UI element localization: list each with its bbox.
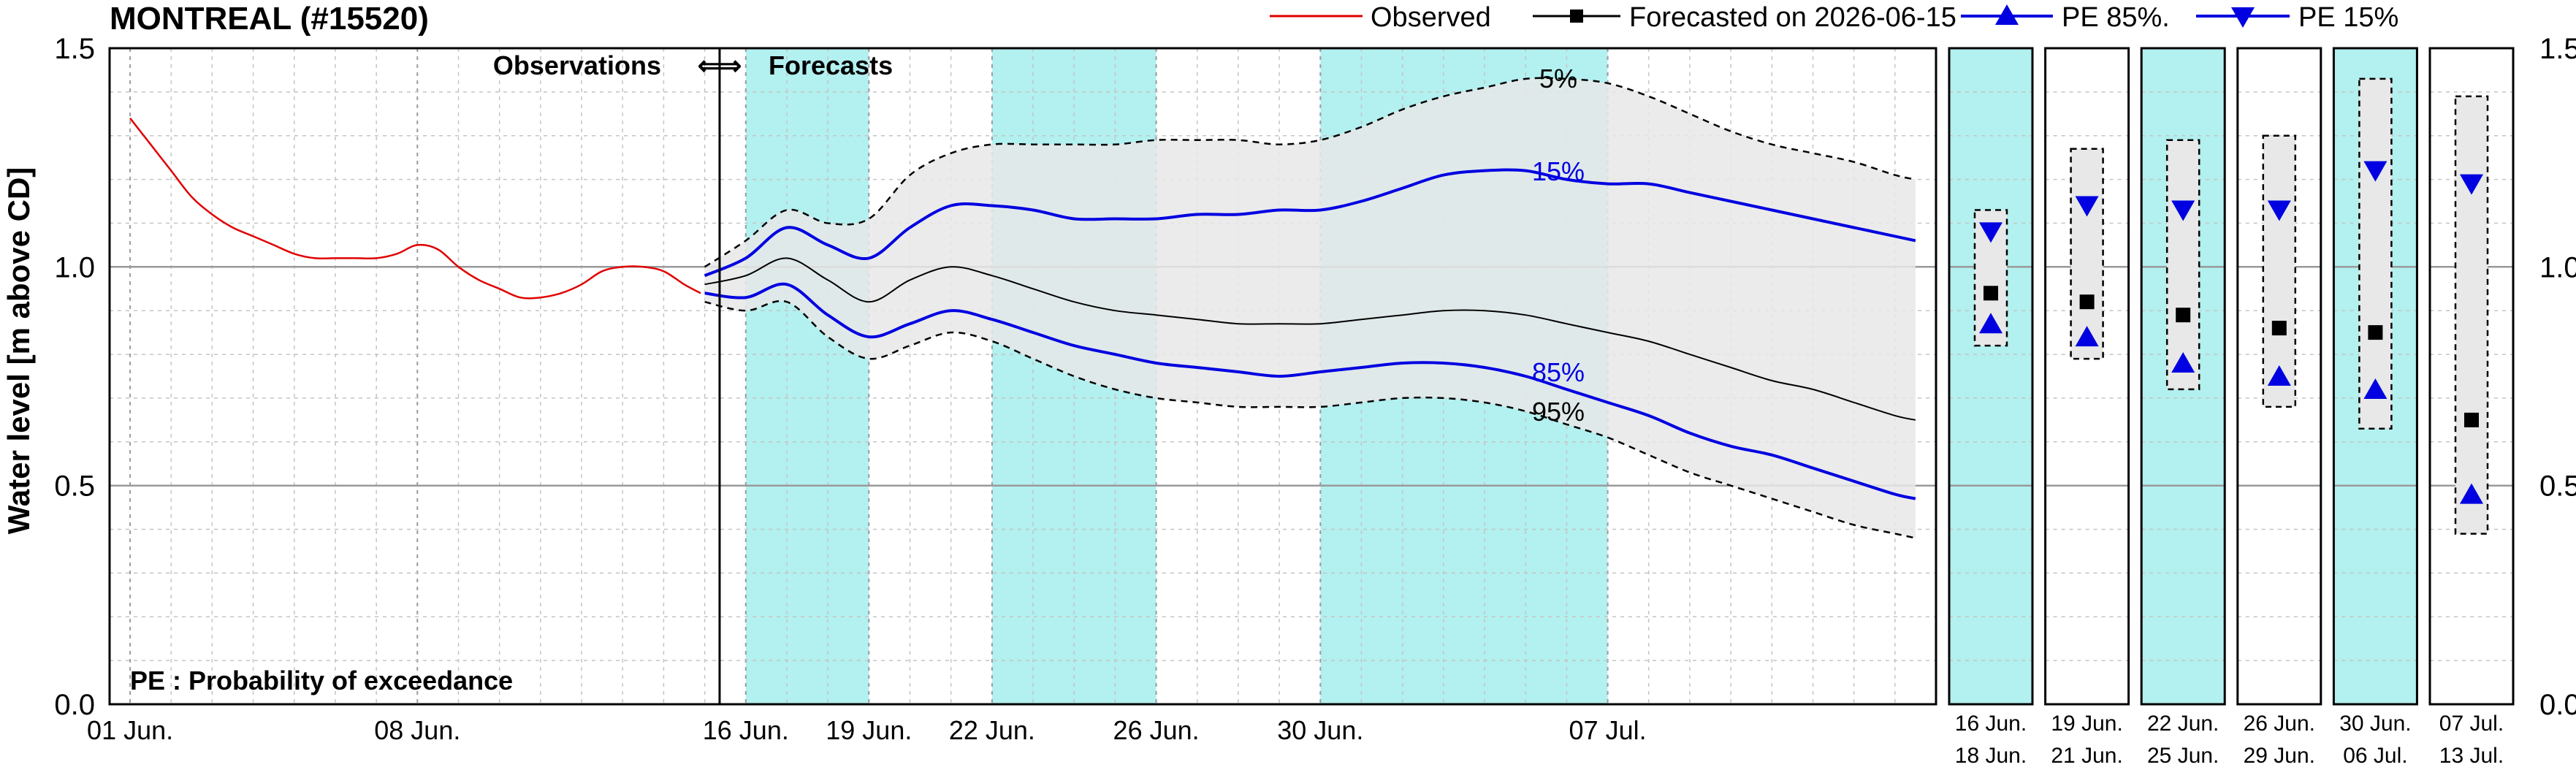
pe85-marker [2171, 352, 2195, 373]
period-panel-0 [1948, 47, 2034, 706]
uncertainty-band [704, 77, 1916, 538]
panel-frame [2140, 47, 2226, 706]
panel-bottom-label: 25 Jun. [2147, 744, 2219, 768]
panel-bottom-label: 18 Jun. [1955, 744, 2027, 768]
period-panel-1 [2044, 47, 2130, 706]
series-line-observed [129, 118, 701, 300]
band-label-15: 15% [1532, 156, 1585, 186]
y-tick-label-right: 0.5 [2539, 470, 2576, 503]
legend-pe85-label: PE 85%. [2062, 2, 2170, 33]
x-tick-label: 07 Jul. [1569, 715, 1647, 745]
pe85-marker [2363, 378, 2388, 399]
x-tick-label: 01 Jun. [87, 715, 173, 745]
forecast-marker [2368, 325, 2383, 340]
band-label-85: 85% [1532, 357, 1585, 387]
chart-title: MONTREAL (#15520) [110, 1, 429, 37]
legend-forecast-label: Forecasted on 2026-06-15 [1629, 2, 1956, 33]
panel-frame [2428, 47, 2515, 706]
y-tick-label-left: 0.0 [54, 689, 95, 721]
series-line-pe15 [704, 168, 1916, 278]
forecast-marker [2464, 412, 2479, 427]
pe85-marker [2460, 483, 2483, 504]
band-label-95: 95% [1532, 397, 1585, 427]
pe85-marker [2075, 326, 2099, 347]
forecast-marker [1984, 286, 1998, 301]
panel-range-box [2358, 77, 2393, 430]
x-tick-label: 08 Jun. [374, 715, 460, 745]
legend-pe85-marker [1995, 4, 2019, 25]
x-tick-label: 26 Jun. [1113, 715, 1200, 745]
pe85-marker [2267, 365, 2291, 386]
panel-highlight [1949, 48, 2032, 704]
panel-frame [1948, 47, 2034, 706]
period-panel-3 [2236, 47, 2322, 706]
legend: Observed Forecasted on 2026-06-15 PE 85%… [1270, 2, 2398, 33]
panel-top-label: 22 Jun. [2147, 712, 2219, 736]
forecast-marker [2176, 308, 2191, 323]
panel-frame [2044, 47, 2130, 706]
y-tick-label-right: 0.0 [2539, 689, 2576, 721]
series-line-95pct [704, 300, 1916, 539]
forecasts-label: Forecasts [769, 50, 893, 80]
section-arrows: ⇐⇒ [698, 50, 742, 80]
y-axis-label: Water level [m above CD] [1, 167, 36, 535]
panel-top-label: 19 Jun. [2051, 712, 2122, 736]
main-plot-frame [108, 47, 1937, 706]
panel-top-label: 30 Jun. [2339, 712, 2411, 736]
panel-range-box [2454, 95, 2489, 535]
y-tick-label-left: 1.0 [54, 251, 95, 283]
panel-bottom-label: 13 Jul. [2439, 744, 2504, 768]
panel-range-box [2070, 148, 2104, 360]
observations-label: Observations [493, 50, 661, 80]
legend-forecast-marker [1570, 9, 1583, 23]
forecast-marker [2271, 321, 2287, 336]
y-tick-label-right: 1.5 [2539, 33, 2576, 65]
panel-top-label: 26 Jun. [2244, 712, 2315, 736]
panel-top-label: 16 Jun. [1955, 712, 2027, 736]
series-line-pe85 [704, 282, 1916, 500]
y-tick-label-left: 1.5 [54, 33, 95, 65]
panel-range-box [2165, 139, 2200, 391]
frame-layer [108, 47, 1937, 706]
period-panel-4 [2332, 47, 2418, 706]
x-tick-label: 16 Jun. [703, 715, 789, 745]
panel-bottom-label: 06 Jul. [2343, 744, 2407, 768]
panel-range-box [2262, 134, 2297, 408]
pe15-marker [2171, 200, 2195, 221]
pe15-marker [2460, 174, 2483, 195]
pe85-marker [1979, 313, 2003, 334]
x-tick-label: 30 Jun. [1277, 715, 1363, 745]
pe-footnote: PE : Probability of exceedance [130, 666, 513, 695]
x-tick-label: 22 Jun. [949, 715, 1035, 745]
legend-pe15-marker [2231, 7, 2255, 28]
pe15-marker [2363, 161, 2388, 182]
panel-bottom-label: 29 Jun. [2244, 744, 2315, 768]
panel-top-label: 07 Jul. [2439, 712, 2504, 736]
panel-frame [2236, 47, 2322, 706]
data-layer [129, 47, 2515, 706]
series-line-5pct [704, 77, 1916, 268]
band-label-5: 5% [1539, 64, 1577, 94]
series-line-forecast [704, 257, 1916, 421]
legend-pe15-label: PE 15% [2298, 2, 2398, 33]
pe15-marker [1979, 222, 2003, 243]
forecast-marker [2079, 294, 2095, 310]
panel-frame [2332, 47, 2418, 706]
highlight-period-0 [745, 48, 869, 704]
legend-observed-label: Observed [1371, 2, 1491, 33]
period-panel-2 [2140, 47, 2226, 706]
panel-bottom-label: 21 Jun. [2051, 744, 2122, 768]
pe15-marker [2075, 196, 2099, 217]
y-tick-label-right: 1.0 [2539, 251, 2576, 283]
y-tick-label-left: 0.5 [54, 470, 95, 503]
pe15-marker [2267, 200, 2291, 221]
x-tick-label: 19 Jun. [826, 715, 912, 745]
period-panel-5 [2428, 47, 2515, 706]
